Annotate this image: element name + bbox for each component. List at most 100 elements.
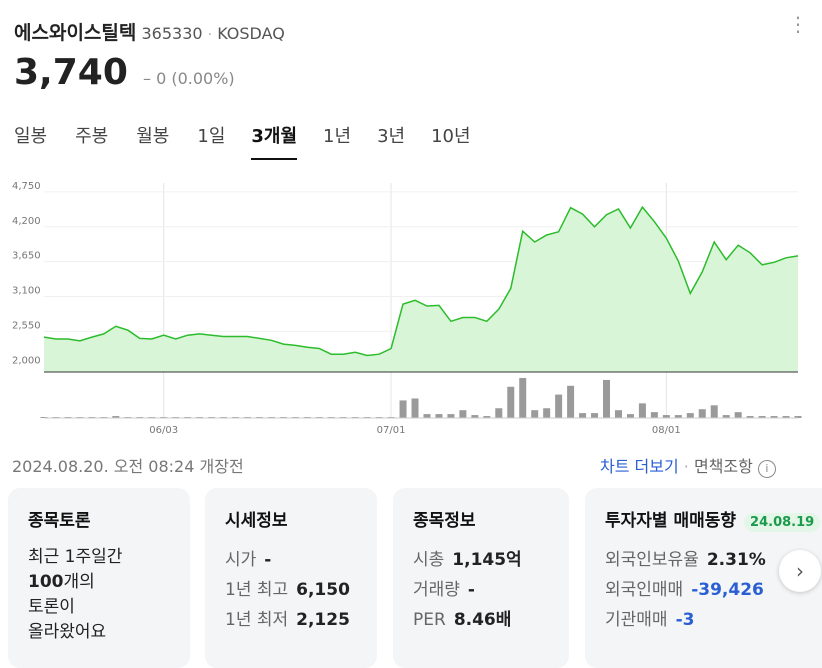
price: 3,740 <box>14 52 128 93</box>
row-label: 외국인매매 <box>605 580 684 600</box>
row-value: 2.31% <box>706 550 766 570</box>
volume-bar <box>519 377 527 418</box>
row-label: 1년 최고 <box>225 580 289 600</box>
card-title: 투자자별 매매동향 24.08.19 <box>605 506 822 532</box>
stock-page: 06/03 07/01 08/01 2,000 2,550 3,100 3,650 4,200… <box>8 12 822 668</box>
info-row: 기관매매 -3 <box>605 605 822 635</box>
row-value: 6,150 <box>296 580 350 600</box>
volume-bar <box>794 416 802 418</box>
change: 0 <box>156 69 167 88</box>
volume-bar <box>423 414 431 418</box>
y-tick-label: 3,100 <box>12 286 41 297</box>
row-value: - <box>467 580 475 600</box>
y-tick-label: 4,750 <box>12 181 41 192</box>
card-title: 종목토론 <box>28 506 170 531</box>
volume-bar <box>662 415 670 418</box>
volume-bar <box>483 416 491 418</box>
volume-bar <box>686 413 694 418</box>
volume-bar <box>603 379 611 418</box>
change-icon: – <box>142 69 151 88</box>
volume-bar <box>507 386 515 418</box>
row-label: 외국인보유율 <box>605 550 699 570</box>
info-row: 외국인매매 -39,426 <box>605 575 822 605</box>
y-tick-label: 2,000 <box>12 355 41 366</box>
row-value: 8.46배 <box>453 610 512 630</box>
period-tab[interactable]: 3년 <box>377 126 406 147</box>
volume-bar <box>543 408 551 418</box>
volume-bar <box>746 416 754 418</box>
volume-bar <box>638 403 646 418</box>
separator: · <box>207 27 213 43</box>
period-tab[interactable]: 월봉 <box>136 126 170 147</box>
disclaimer-link[interactable]: 면책조항 <box>693 457 753 476</box>
volume-bar <box>399 400 407 418</box>
volume-bar <box>614 410 622 418</box>
volume-bar <box>495 408 503 418</box>
card-title: 종목정보 <box>413 506 549 531</box>
timestamp: 2024.08.20. 오전 08:24 개장전 <box>12 457 244 476</box>
price-row: 3,740 – 0 (0.00%) <box>14 52 235 93</box>
stock-name: 에스와이스틸텍 <box>14 22 137 44</box>
x-tick-label: 08/01 <box>652 425 681 436</box>
volume-bar <box>567 385 575 418</box>
card-text: 최근 1주일간 <box>28 547 123 567</box>
price-chart: 06/03 07/01 08/01 2,000 2,550 3,100 3,650 4,200… <box>12 181 802 436</box>
volume-bar <box>674 415 682 418</box>
chart-more-link[interactable]: 차트 더보기 <box>600 457 679 476</box>
x-tick-label: 06/03 <box>149 425 178 436</box>
period-tab[interactable]: 1일 <box>197 126 226 147</box>
volume-bar <box>626 414 634 418</box>
card-title-text: 종목정보 <box>413 511 476 531</box>
volume-bar <box>411 398 419 418</box>
volume-bar <box>770 416 778 418</box>
info-row: 1년 최저 2,125 <box>225 605 357 635</box>
volume-bar <box>782 416 790 418</box>
stock-code: 365330 <box>141 24 203 43</box>
row-value: -39,426 <box>691 580 764 600</box>
post-count: 100 <box>28 572 64 592</box>
row-label: 거래량 <box>413 580 460 600</box>
volume-bar <box>579 413 587 418</box>
period-tabs: 일봉 주봉 월봉 1일 3개월 1년 3년 10년 <box>14 122 497 160</box>
info-row: 시가 - <box>225 545 357 575</box>
x-tick-label: 07/01 <box>377 425 406 436</box>
card-title-text: 시세정보 <box>225 511 288 531</box>
volume-bar <box>555 394 563 418</box>
row-label: 기관매매 <box>605 610 668 630</box>
volume-bar <box>758 416 766 418</box>
card-line: 토론이 <box>28 597 75 617</box>
period-tab[interactable]: 주봉 <box>75 126 109 147</box>
y-tick-label: 3,650 <box>12 251 41 262</box>
row-value: - <box>264 550 272 570</box>
info-row: 외국인보유율 2.31% <box>605 545 822 575</box>
volume-bar <box>710 405 718 418</box>
change-pct: (0.00%) <box>171 69 235 88</box>
info-row: 시총 1,145억 <box>413 545 549 575</box>
card-line: 올라왔어요 <box>28 622 107 642</box>
info-icon[interactable]: i <box>757 460 776 478</box>
more-menu[interactable]: ⋮ <box>788 12 808 36</box>
row-label: 1년 최저 <box>225 610 289 630</box>
market: KOSDAQ <box>217 24 285 43</box>
volume-bar <box>734 412 742 418</box>
volume-bar <box>112 416 120 418</box>
row-label: PER <box>413 610 446 630</box>
date-badge: 24.08.19 <box>744 513 821 532</box>
next-button[interactable]: › <box>779 550 821 592</box>
period-tab[interactable]: 3개월 <box>251 122 298 160</box>
card-title-text: 투자자별 매매동향 <box>605 511 737 531</box>
info-row: 1년 최고 6,150 <box>225 575 357 605</box>
stock-header: 에스와이스틸텍 365330 · KOSDAQ <box>14 18 285 45</box>
card-line: 100개의 <box>28 570 170 595</box>
row-label: 시가 <box>225 550 257 570</box>
y-tick-label: 2,550 <box>12 320 41 331</box>
period-tab[interactable]: 1년 <box>323 126 352 147</box>
period-tab[interactable]: 10년 <box>431 126 471 147</box>
row-value: -3 <box>675 610 695 630</box>
row-value: 1,145억 <box>452 550 522 570</box>
period-tab[interactable]: 일봉 <box>14 126 48 147</box>
volume-bar <box>531 410 539 418</box>
